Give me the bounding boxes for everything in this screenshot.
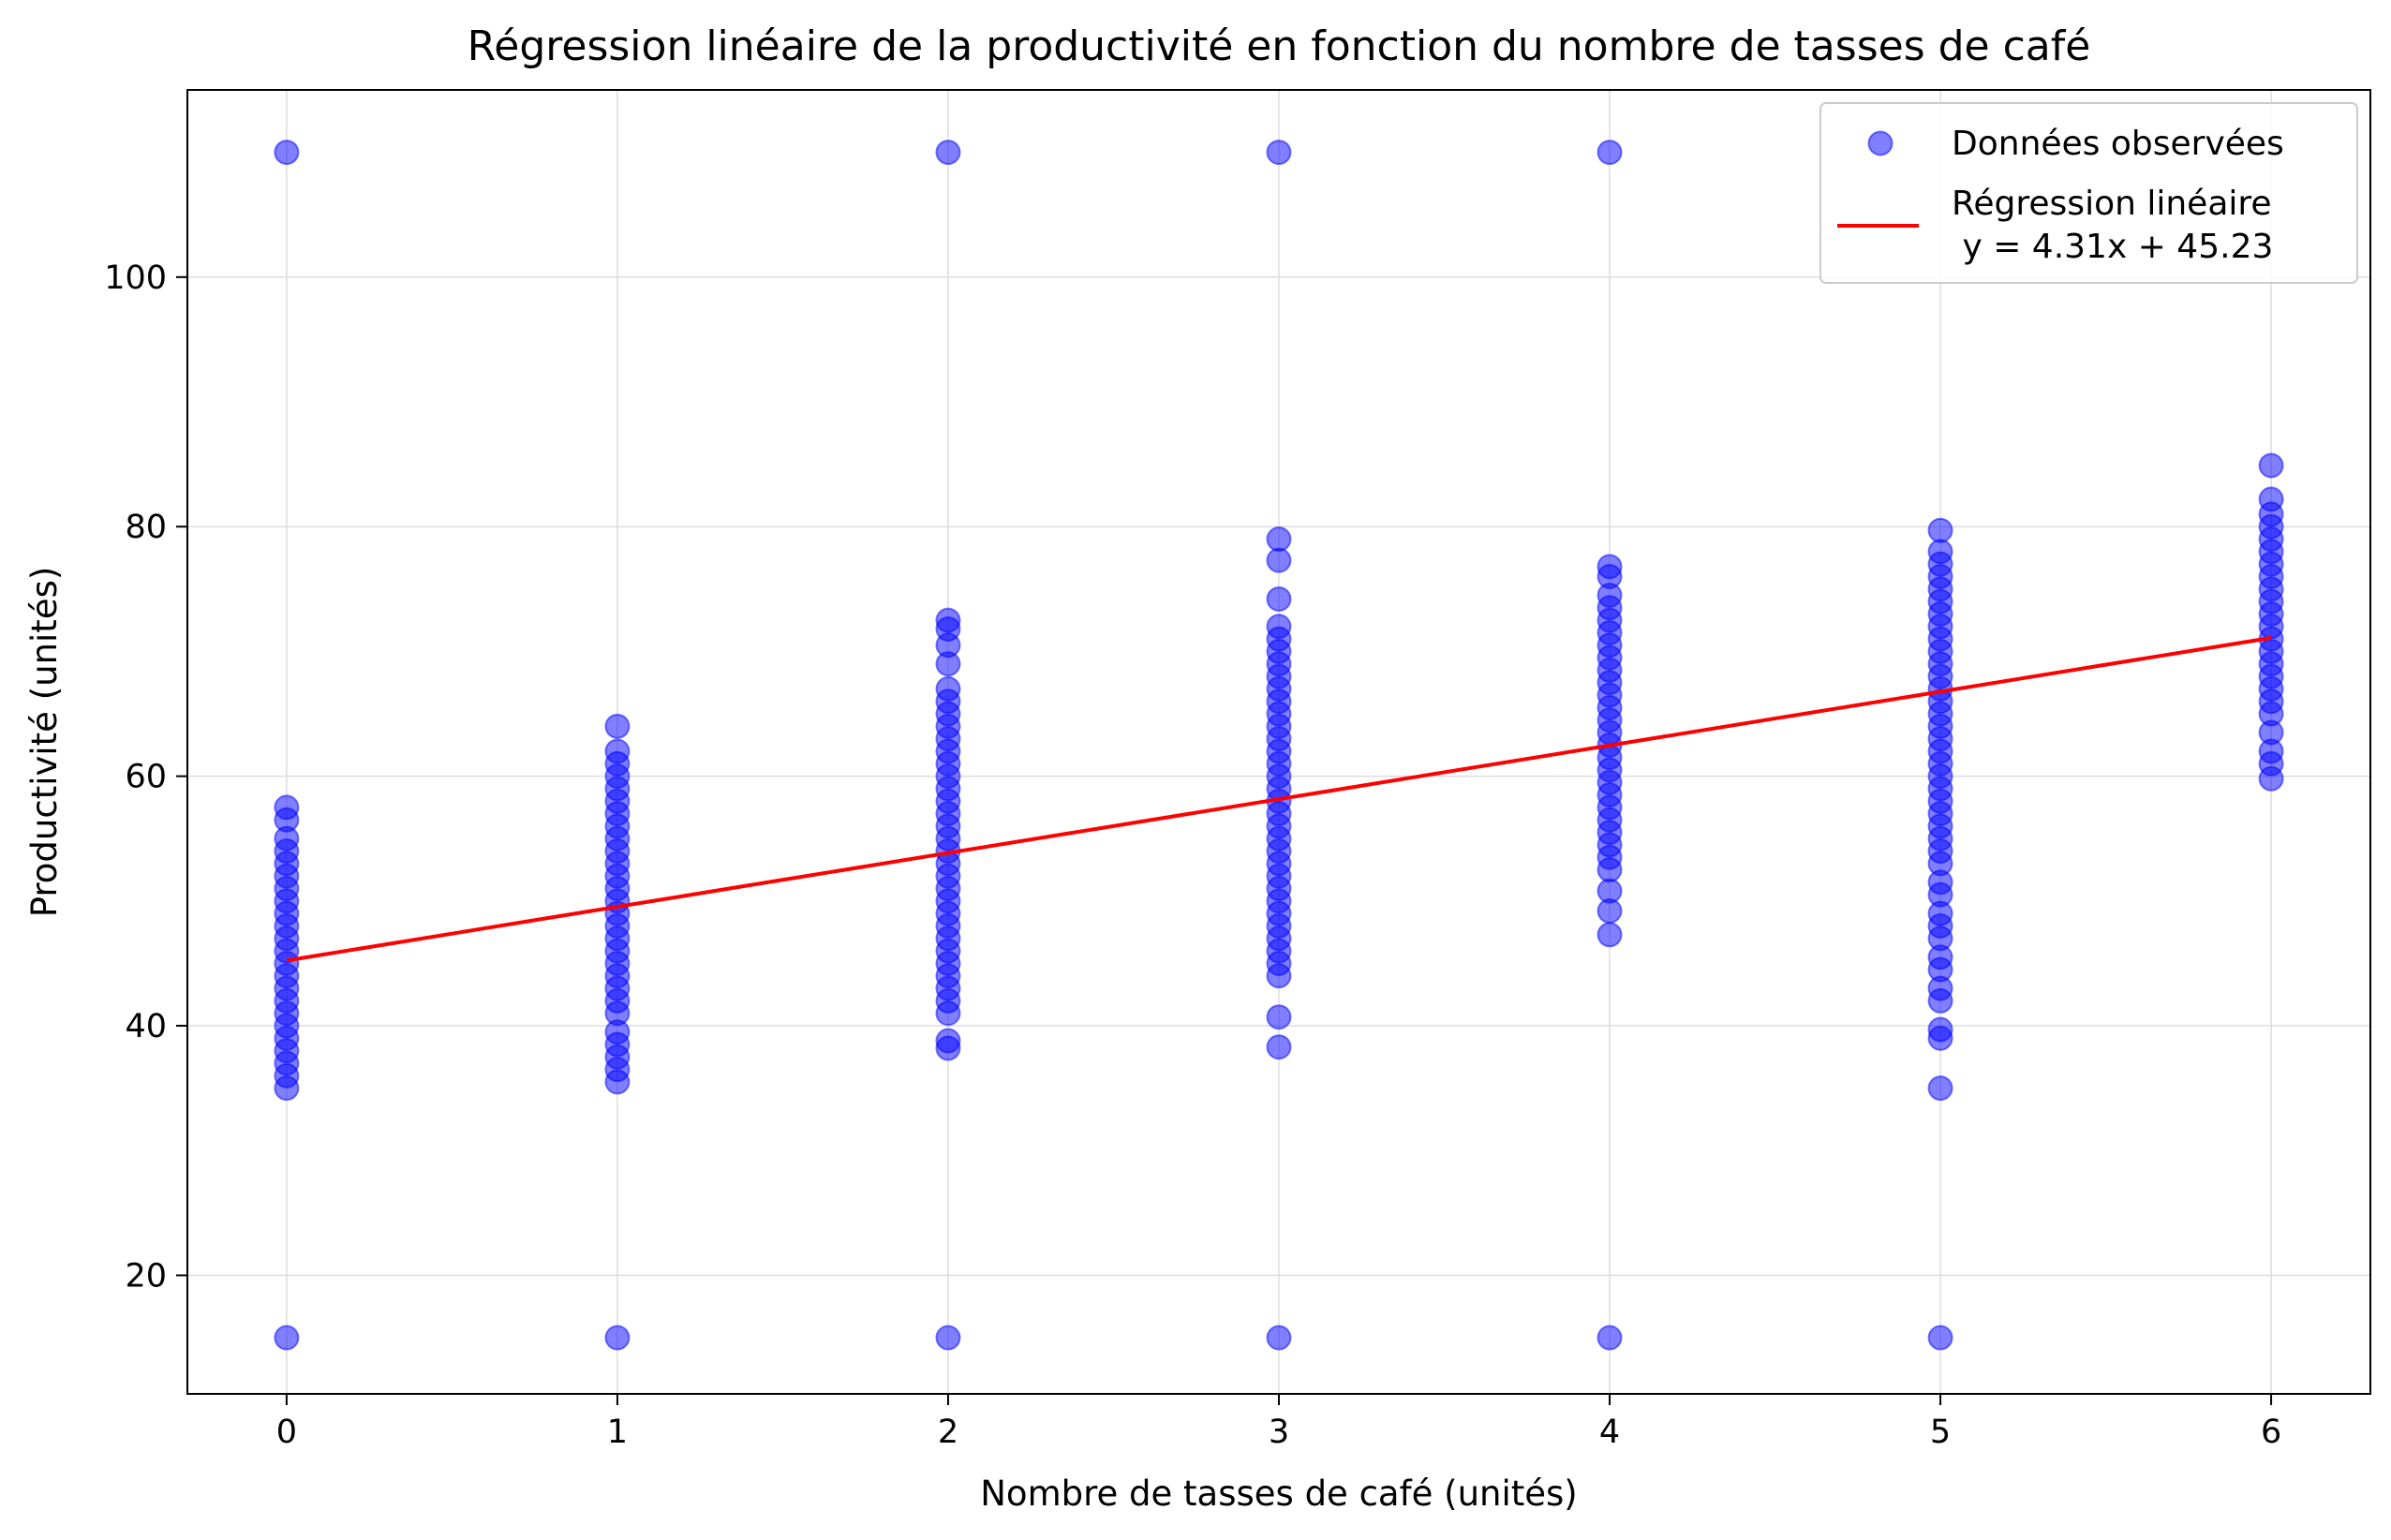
- x-tick-label: 3: [1269, 1414, 1289, 1451]
- y-tick-label: 100: [104, 259, 167, 297]
- data-point: [935, 675, 961, 702]
- x-tick-label: 1: [607, 1414, 628, 1451]
- data-point: [604, 1325, 631, 1351]
- data-point: [1266, 526, 1292, 553]
- data-point: [1266, 585, 1292, 612]
- data-point: [1927, 539, 1953, 565]
- x-tick-label: 2: [938, 1414, 958, 1451]
- regression-line: [286, 635, 2272, 963]
- y-tick-label: 40: [125, 1008, 167, 1045]
- data-point: [1596, 554, 1623, 580]
- data-point: [935, 607, 961, 633]
- data-point: [1596, 140, 1623, 166]
- data-point: [935, 1325, 961, 1351]
- data-point: [604, 713, 631, 739]
- y-tick-label: 60: [125, 759, 167, 796]
- data-point: [274, 1325, 300, 1351]
- x-tick-label: 6: [2261, 1414, 2281, 1451]
- data-point: [1596, 922, 1623, 948]
- legend-label-regression: Régression linéaire y = 4.31x + 45.23: [1952, 185, 2273, 266]
- data-point: [1596, 878, 1623, 904]
- legend: Données observées Régression linéaire y =…: [1819, 102, 2358, 284]
- data-point: [1266, 1325, 1292, 1351]
- y-tick-label: 80: [125, 509, 167, 546]
- data-point: [1266, 614, 1292, 640]
- data-point: [274, 794, 300, 821]
- data-point: [2258, 486, 2284, 512]
- data-point: [935, 1028, 961, 1054]
- data-point: [1927, 1075, 1953, 1102]
- data-point: [274, 140, 300, 166]
- data-point: [1596, 1325, 1623, 1351]
- data-point: [1927, 1325, 1953, 1351]
- data-point: [1266, 1034, 1292, 1060]
- legend-label-scatter: Données observées: [1952, 125, 2284, 163]
- data-point: [604, 738, 631, 764]
- legend-marker-scatter: [1867, 130, 1893, 156]
- data-point: [1266, 547, 1292, 573]
- data-point: [935, 140, 961, 166]
- y-axis-label: Productivité (unités): [24, 567, 65, 918]
- chart-title: Régression linéaire de la productivité e…: [468, 22, 2091, 70]
- data-point: [1927, 517, 1953, 543]
- data-point: [1927, 1016, 1953, 1043]
- data-point: [2258, 452, 2284, 479]
- x-tick-label: 5: [1930, 1414, 1951, 1451]
- data-point: [1266, 140, 1292, 166]
- legend-box: [1819, 102, 2358, 284]
- x-axis-label: Nombre de tasses de café (unités): [980, 1473, 1578, 1514]
- x-tick-label: 0: [276, 1414, 297, 1451]
- y-tick-label: 20: [125, 1257, 167, 1295]
- x-tick-label: 4: [1599, 1414, 1620, 1451]
- data-point: [1266, 1004, 1292, 1030]
